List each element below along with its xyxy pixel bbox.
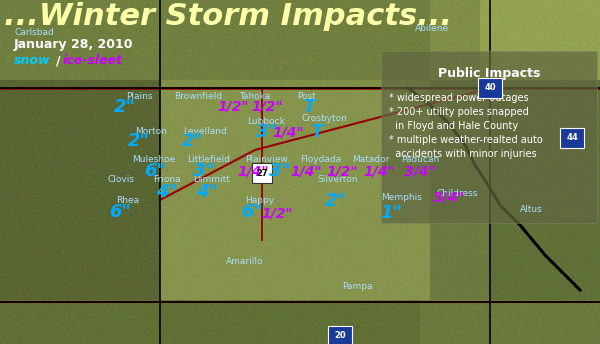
Text: 3": 3"	[256, 123, 278, 141]
Text: Amarillo: Amarillo	[226, 257, 263, 266]
Text: Pampa: Pampa	[342, 282, 372, 291]
Text: 1/4": 1/4"	[364, 164, 395, 178]
Text: 2": 2"	[114, 98, 136, 116]
Text: 1/2": 1/2"	[262, 207, 293, 221]
Text: * multiple weather-realted auto: * multiple weather-realted auto	[389, 135, 543, 145]
Text: Floydada: Floydada	[301, 155, 341, 164]
Text: Brownfield: Brownfield	[174, 92, 222, 101]
Text: 2": 2"	[128, 132, 150, 150]
Bar	[252, 163, 272, 183]
Bar	[328, 326, 352, 344]
Text: 1": 1"	[380, 204, 402, 222]
Text: 3/4": 3/4"	[404, 164, 436, 178]
Text: in Floyd and Hale County: in Floyd and Hale County	[389, 121, 518, 131]
Text: Matador: Matador	[352, 155, 389, 164]
Text: 4": 4"	[156, 183, 178, 201]
Text: Friona: Friona	[153, 175, 181, 184]
Text: * widespread power outages: * widespread power outages	[389, 93, 529, 103]
Text: Plains: Plains	[126, 92, 152, 101]
Text: Clovis: Clovis	[108, 175, 134, 184]
Text: 44: 44	[566, 133, 578, 142]
Text: 1/4": 1/4"	[272, 126, 304, 139]
Text: /: /	[56, 54, 61, 67]
Text: Dimmitt: Dimmitt	[193, 175, 230, 184]
Text: Abilene: Abilene	[415, 24, 449, 33]
Text: Levelland: Levelland	[184, 127, 227, 136]
Bar	[560, 128, 584, 148]
Text: T: T	[303, 98, 314, 116]
Text: 1/2": 1/2"	[326, 164, 358, 178]
Text: Muleshoe: Muleshoe	[132, 155, 175, 164]
Text: January 28, 2010: January 28, 2010	[14, 38, 133, 51]
Text: 20: 20	[334, 332, 346, 341]
Text: 1/4": 1/4"	[238, 164, 269, 178]
Text: Rhea: Rhea	[116, 196, 139, 205]
Text: Public Impacts: Public Impacts	[438, 66, 540, 79]
Text: ...Winter Storm Impacts...: ...Winter Storm Impacts...	[4, 2, 452, 31]
Text: ice-sleet: ice-sleet	[63, 54, 123, 67]
Text: Altus: Altus	[520, 205, 542, 214]
Text: 1/2": 1/2"	[217, 100, 248, 114]
Text: Post: Post	[296, 92, 316, 101]
Text: Tahoka: Tahoka	[239, 92, 271, 101]
Text: snow: snow	[14, 54, 50, 67]
Text: * 200+ utility poles snapped: * 200+ utility poles snapped	[389, 107, 529, 117]
Text: Crosbyton: Crosbyton	[301, 114, 347, 122]
Text: 6": 6"	[241, 203, 263, 221]
Text: Childress: Childress	[437, 189, 478, 197]
Text: 1/2": 1/2"	[251, 100, 283, 114]
Text: 27: 27	[256, 169, 268, 178]
Text: 4": 4"	[196, 183, 218, 201]
Text: 2": 2"	[182, 132, 204, 150]
Text: Lubbock: Lubbock	[247, 117, 286, 126]
Text: 3": 3"	[193, 162, 215, 180]
Text: 3/4": 3/4"	[433, 191, 464, 205]
Text: 6": 6"	[144, 162, 166, 180]
Text: Paducah: Paducah	[401, 155, 439, 164]
Text: T: T	[311, 123, 322, 141]
Text: accidents with minor injuries: accidents with minor injuries	[389, 149, 536, 159]
Text: 1/4": 1/4"	[290, 164, 322, 178]
Text: Happy: Happy	[245, 196, 274, 205]
Text: Carlsbad: Carlsbad	[15, 28, 55, 37]
Bar	[160, 88, 490, 302]
Bar	[478, 78, 502, 98]
Text: Silverton: Silverton	[317, 175, 358, 184]
Text: Plainview: Plainview	[245, 155, 288, 164]
Bar	[381, 51, 597, 223]
Text: 2": 2"	[325, 192, 347, 210]
Text: Littlefield: Littlefield	[187, 155, 230, 164]
Text: 40: 40	[484, 84, 496, 93]
Text: 3": 3"	[269, 162, 290, 180]
Text: Morton: Morton	[135, 127, 167, 136]
Text: Memphis: Memphis	[382, 193, 422, 202]
Text: 6": 6"	[109, 203, 131, 221]
